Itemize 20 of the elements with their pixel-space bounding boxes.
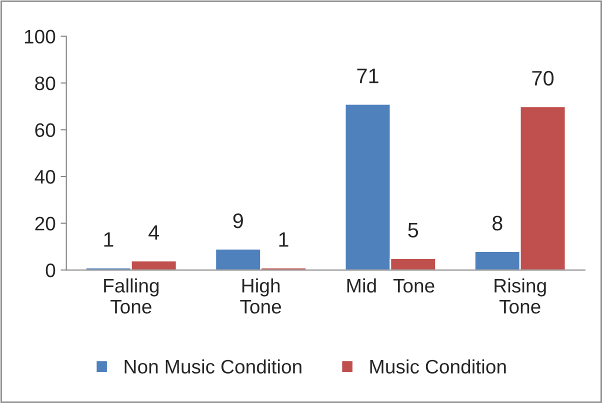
x-tick-label: Falling Tone <box>104 278 159 314</box>
x-tick-label: Rising Tone <box>494 278 546 314</box>
data-label: 4 <box>148 225 160 240</box>
y-tick-label: 0 <box>46 263 56 278</box>
data-label: 8 <box>492 216 502 231</box>
legend-label: Music Condition <box>370 359 506 374</box>
x-tick-label: Mid Tone <box>347 278 434 293</box>
x-tick-label: High Tone <box>240 278 282 314</box>
y-tick-label: 80 <box>35 76 56 90</box>
y-tick-label: 20 <box>35 216 56 230</box>
data-label: 71 <box>357 68 378 84</box>
data-label: 70 <box>532 70 554 86</box>
data-label: 1 <box>104 232 114 247</box>
y-tick-label: 100 <box>24 30 56 44</box>
y-tick-label: 60 <box>35 123 56 138</box>
legend-label: Non Music Condition <box>124 359 302 374</box>
data-label: 9 <box>233 213 243 228</box>
y-tick-label: 40 <box>34 170 56 184</box>
data-label: 1 <box>279 232 288 247</box>
data-label: 5 <box>408 223 418 238</box>
